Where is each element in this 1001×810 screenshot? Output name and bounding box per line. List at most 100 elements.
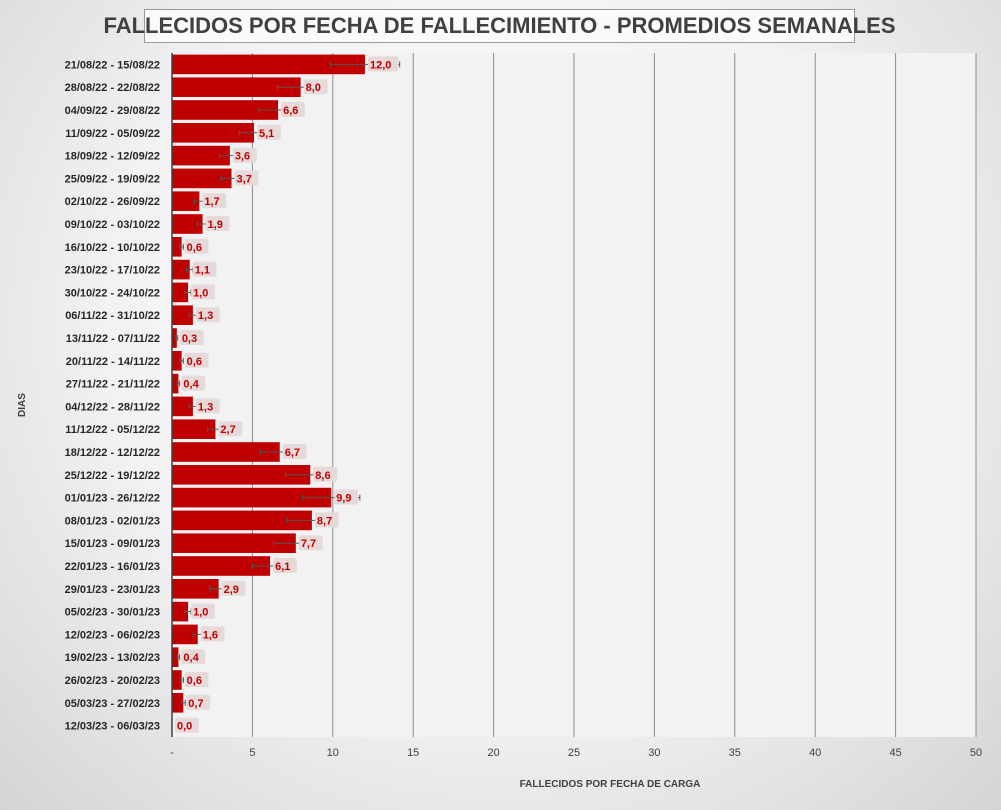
data-label-bg <box>192 261 217 277</box>
data-label-bg <box>205 216 230 231</box>
bar <box>172 350 182 371</box>
data-label-bg <box>184 352 209 368</box>
data-label: 0,0 <box>177 721 192 733</box>
category-label: 22/01/23 - 16/01/23 <box>65 561 160 573</box>
category-label: 12/03/23 - 06/03/23 <box>65 721 160 733</box>
category-label: 13/11/22 - 07/11/22 <box>66 333 160 345</box>
data-label: 8,6 <box>315 470 330 482</box>
bar <box>172 328 177 348</box>
bar <box>172 54 365 75</box>
x-tick-label: 10 <box>327 747 339 759</box>
bar <box>172 168 232 189</box>
data-label-bg <box>298 535 323 551</box>
data-label-bg <box>273 558 297 573</box>
category-label: 04/09/22 - 29/08/22 <box>65 105 160 117</box>
data-label-bg <box>281 102 305 117</box>
category-label: 30/10/22 - 24/10/22 <box>65 287 160 299</box>
data-label: 8,7 <box>317 515 332 527</box>
data-label: 0,4 <box>183 652 199 664</box>
bar <box>172 692 184 713</box>
data-label: 1,0 <box>193 607 208 619</box>
category-label: 09/10/22 - 03/10/22 <box>65 219 160 231</box>
bar <box>172 396 193 417</box>
data-label: 1,6 <box>203 629 218 641</box>
bar <box>172 487 332 508</box>
data-label-bg <box>184 672 209 687</box>
category-label: 29/01/23 - 23/01/23 <box>65 584 160 596</box>
category-label: 18/12/22 - 12/12/22 <box>65 447 160 459</box>
x-tick-label: 50 <box>970 747 982 759</box>
x-tick-label: 15 <box>407 747 419 759</box>
data-label: 1,3 <box>198 401 213 413</box>
category-label: 06/11/22 - 31/10/22 <box>65 310 160 322</box>
bar <box>172 578 219 599</box>
category-label: 21/08/22 - 15/08/22 <box>65 59 160 71</box>
category-label: 05/02/23 - 30/01/23 <box>65 607 160 619</box>
category-label: 04/12/22 - 28/11/22 <box>65 401 160 413</box>
bar <box>172 236 182 257</box>
data-label: 0,6 <box>187 675 202 687</box>
data-label: 0,4 <box>183 379 199 391</box>
x-tick-label: 30 <box>648 747 660 759</box>
bar <box>172 282 189 303</box>
bar <box>172 373 179 394</box>
bar <box>172 100 279 120</box>
category-label: 28/08/22 - 22/08/22 <box>65 82 160 94</box>
category-label: 11/09/22 - 05/09/22 <box>65 128 160 140</box>
data-label-bg <box>181 375 206 391</box>
data-label: 3,7 <box>236 173 251 185</box>
data-label: 8,0 <box>306 82 321 94</box>
data-label: 7,7 <box>301 538 316 550</box>
data-label: 1,3 <box>198 310 213 322</box>
x-axis-title: FALLECIDOS POR FECHA DE CARGA <box>520 779 701 790</box>
data-label-bg <box>218 421 243 437</box>
data-label-bg <box>313 466 338 482</box>
data-label-bg <box>202 193 227 209</box>
category-label: 25/12/22 - 19/12/22 <box>65 470 160 482</box>
bar <box>172 464 311 485</box>
x-tick-label: - <box>170 747 174 759</box>
chart-title: FALLECIDOS POR FECHA DE FALLECIMIENTO - … <box>103 9 896 43</box>
data-label-bg <box>175 717 199 733</box>
category-label: 26/02/23 - 20/02/23 <box>65 675 160 687</box>
data-label: 9,9 <box>336 493 351 505</box>
bar <box>172 259 190 280</box>
data-label-bg <box>191 284 215 300</box>
bar <box>172 122 255 143</box>
y-axis-title: DIAS <box>17 393 28 417</box>
x-tick-label: 45 <box>889 747 901 759</box>
data-label: 6,1 <box>275 561 290 573</box>
data-label-bg <box>303 79 328 95</box>
category-label: 15/01/23 - 09/01/23 <box>65 538 160 550</box>
bar <box>172 647 179 668</box>
category-label: 19/02/23 - 13/02/23 <box>65 652 160 664</box>
data-label-bg <box>186 694 211 710</box>
x-tick-label: 25 <box>568 747 580 759</box>
category-label: 25/09/22 - 19/09/22 <box>65 173 160 185</box>
data-label-bg <box>232 147 257 163</box>
bar <box>172 533 296 554</box>
bar <box>172 442 280 462</box>
data-label: 3,6 <box>235 151 250 163</box>
data-label: 6,7 <box>285 447 300 459</box>
data-label-bg <box>282 444 307 459</box>
data-label-bg <box>257 124 281 140</box>
category-label: 23/10/22 - 17/10/22 <box>65 265 160 277</box>
category-label: 08/01/23 - 02/01/23 <box>65 515 160 527</box>
bar <box>172 305 193 326</box>
data-label: 12,0 <box>370 59 391 71</box>
data-label: 0,6 <box>187 242 202 254</box>
data-label: 1,0 <box>193 287 208 299</box>
data-label: 1,9 <box>208 219 223 231</box>
data-label-bg <box>367 56 399 72</box>
data-label-bg <box>221 580 246 596</box>
data-label-bg <box>334 489 358 505</box>
data-label: 5,1 <box>259 128 274 140</box>
data-label-bg <box>184 238 209 254</box>
x-tick-label: 35 <box>729 747 741 759</box>
category-label: 20/11/22 - 14/11/22 <box>66 356 160 368</box>
bar <box>172 670 182 690</box>
bar <box>172 556 271 576</box>
data-label: 2,9 <box>224 584 239 596</box>
category-label: 01/01/23 - 26/12/22 <box>65 493 160 505</box>
